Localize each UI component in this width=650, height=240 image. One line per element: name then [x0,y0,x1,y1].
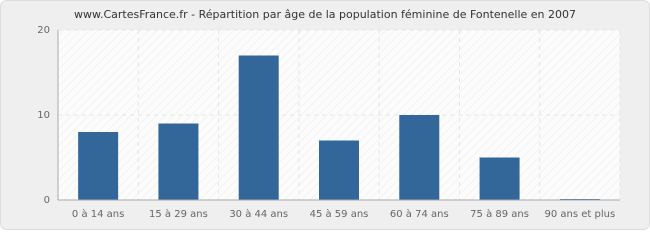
bar [78,132,119,200]
chart: www.CartesFrance.fr - Répartition par âg… [0,0,650,230]
x-tick-label: 60 à 74 ans [390,208,449,220]
bar [319,140,359,200]
y-tick-label: 20 [37,25,50,36]
x-tick-label: 75 à 89 ans [470,208,529,220]
x-tick-label: 0 à 14 ans [72,208,124,220]
bar [399,115,440,200]
bar [238,55,279,200]
y-tick-label: 0 [44,195,50,206]
x-tick-label: 30 à 44 ans [229,208,288,220]
x-tick-label: 45 à 59 ans [310,208,369,220]
y-tick-label: 10 [37,110,50,121]
bar [158,123,199,200]
x-tick-label: 90 ans et plus [545,209,616,220]
chart-title: www.CartesFrance.fr - Répartition par âg… [74,8,576,21]
x-tick-label: 15 à 29 ans [149,208,208,220]
bar [479,157,520,200]
